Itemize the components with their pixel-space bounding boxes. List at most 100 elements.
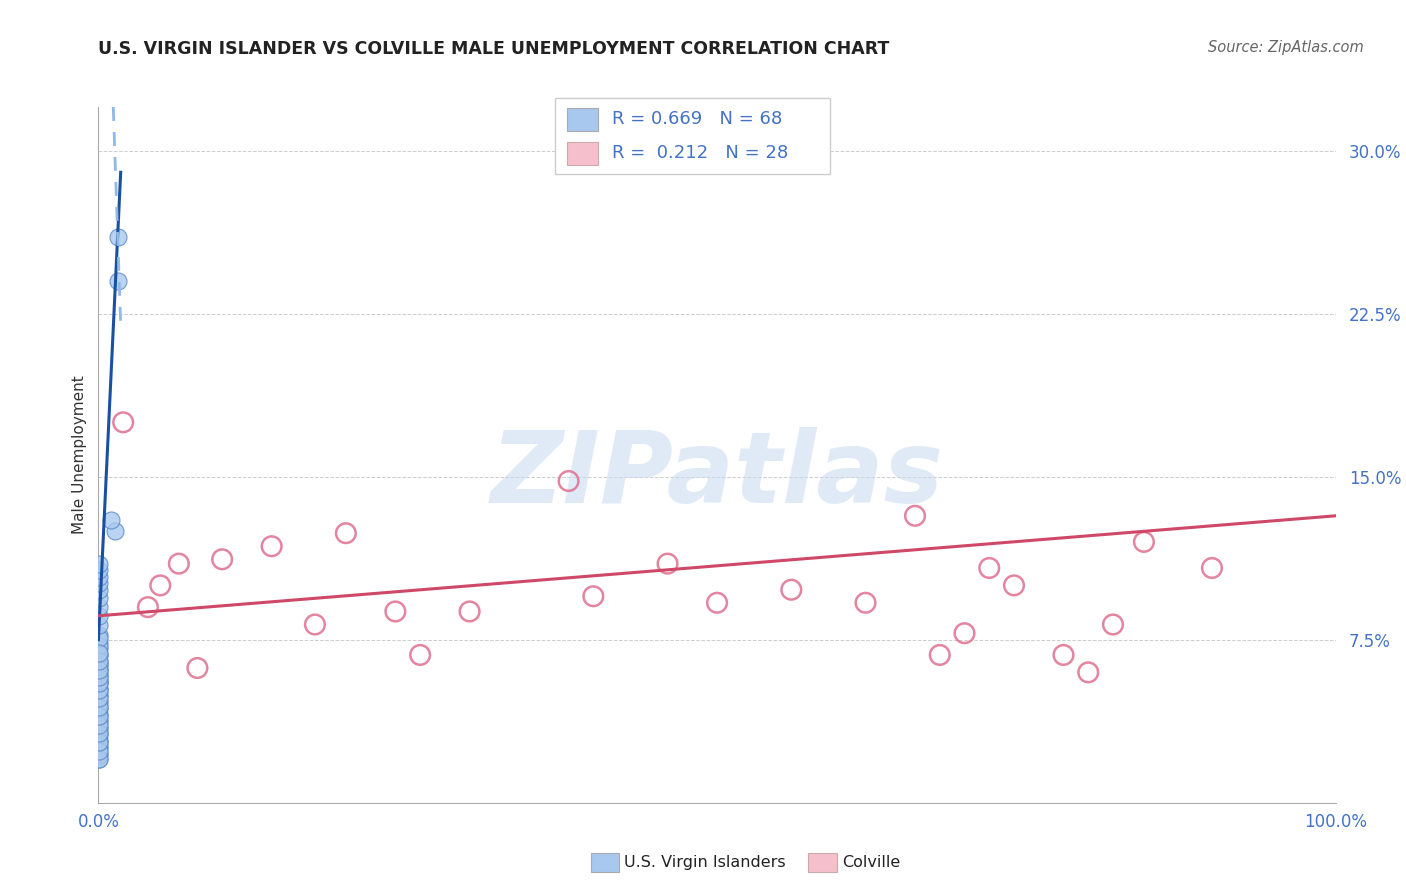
- Point: [87, 557, 110, 571]
- Point: [87, 681, 110, 695]
- Point: [87, 690, 110, 704]
- Point: [87, 682, 110, 697]
- Point: [928, 648, 950, 662]
- Point: [87, 646, 110, 660]
- Point: [87, 663, 110, 677]
- Point: [87, 739, 110, 754]
- Point: [1102, 617, 1125, 632]
- Point: [87, 735, 110, 749]
- Point: [87, 665, 110, 680]
- Point: [87, 682, 110, 697]
- Point: [87, 639, 110, 653]
- Point: [706, 596, 728, 610]
- Point: [87, 641, 110, 656]
- Point: [167, 557, 190, 571]
- Point: [87, 744, 110, 758]
- Point: [87, 648, 110, 662]
- Point: [112, 415, 135, 429]
- Point: [87, 635, 110, 649]
- Point: [149, 578, 172, 592]
- Text: Colville: Colville: [842, 855, 900, 870]
- Point: [409, 648, 432, 662]
- Point: [87, 752, 110, 766]
- Text: R = 0.669   N = 68: R = 0.669 N = 68: [612, 110, 782, 128]
- Point: [304, 617, 326, 632]
- Y-axis label: Male Unemployment: Male Unemployment: [72, 376, 87, 534]
- Point: [1133, 535, 1156, 549]
- Point: [87, 747, 110, 762]
- Point: [904, 508, 927, 523]
- Point: [87, 715, 110, 730]
- Point: [87, 691, 110, 706]
- Point: [87, 726, 110, 740]
- Point: [87, 674, 110, 689]
- Point: [87, 576, 110, 591]
- Point: [87, 720, 110, 734]
- Point: [87, 676, 110, 690]
- Point: [87, 722, 110, 736]
- Point: [260, 539, 283, 553]
- Point: [384, 605, 406, 619]
- Text: ZIPatlas: ZIPatlas: [491, 427, 943, 524]
- Point: [87, 702, 110, 716]
- Point: [100, 513, 122, 527]
- Point: [186, 661, 208, 675]
- Point: [657, 557, 679, 571]
- Point: [1002, 578, 1025, 592]
- Point: [557, 474, 579, 488]
- Point: [335, 526, 357, 541]
- Point: [87, 700, 110, 714]
- Point: [87, 657, 110, 671]
- Point: [87, 591, 110, 606]
- Point: [87, 706, 110, 721]
- Point: [87, 628, 110, 642]
- Point: [87, 600, 110, 615]
- Point: [87, 693, 110, 707]
- Point: [87, 696, 110, 710]
- Point: [87, 648, 110, 662]
- Point: [87, 582, 110, 597]
- Point: [87, 746, 110, 760]
- Point: [87, 661, 110, 675]
- Point: [855, 596, 877, 610]
- Point: [87, 563, 110, 577]
- Point: [87, 735, 110, 749]
- Point: [87, 570, 110, 584]
- Point: [87, 670, 110, 684]
- Point: [87, 713, 110, 727]
- Point: [953, 626, 976, 640]
- Text: R =  0.212   N = 28: R = 0.212 N = 28: [612, 144, 787, 161]
- Text: U.S. VIRGIN ISLANDER VS COLVILLE MALE UNEMPLOYMENT CORRELATION CHART: U.S. VIRGIN ISLANDER VS COLVILLE MALE UN…: [98, 40, 890, 58]
- Point: [87, 752, 110, 766]
- Point: [780, 582, 803, 597]
- Point: [87, 708, 110, 723]
- Text: Source: ZipAtlas.com: Source: ZipAtlas.com: [1208, 40, 1364, 55]
- Point: [87, 728, 110, 742]
- Point: [87, 708, 110, 723]
- Point: [211, 552, 233, 566]
- Point: [87, 657, 110, 671]
- Point: [87, 741, 110, 756]
- Point: [87, 676, 110, 690]
- Text: U.S. Virgin Islanders: U.S. Virgin Islanders: [624, 855, 786, 870]
- Point: [87, 726, 110, 740]
- Point: [136, 600, 159, 615]
- Point: [87, 717, 110, 731]
- Point: [1077, 665, 1099, 680]
- Point: [87, 687, 110, 701]
- Point: [87, 670, 110, 684]
- Point: [1052, 648, 1074, 662]
- Point: [103, 524, 125, 538]
- Point: [87, 631, 110, 645]
- Point: [107, 230, 129, 244]
- Point: [87, 663, 110, 677]
- Point: [979, 561, 1001, 575]
- Point: [87, 732, 110, 747]
- Point: [87, 617, 110, 632]
- Point: [87, 655, 110, 669]
- Point: [87, 700, 110, 714]
- Point: [107, 274, 129, 288]
- Point: [87, 674, 110, 689]
- Point: [87, 608, 110, 623]
- Point: [458, 605, 481, 619]
